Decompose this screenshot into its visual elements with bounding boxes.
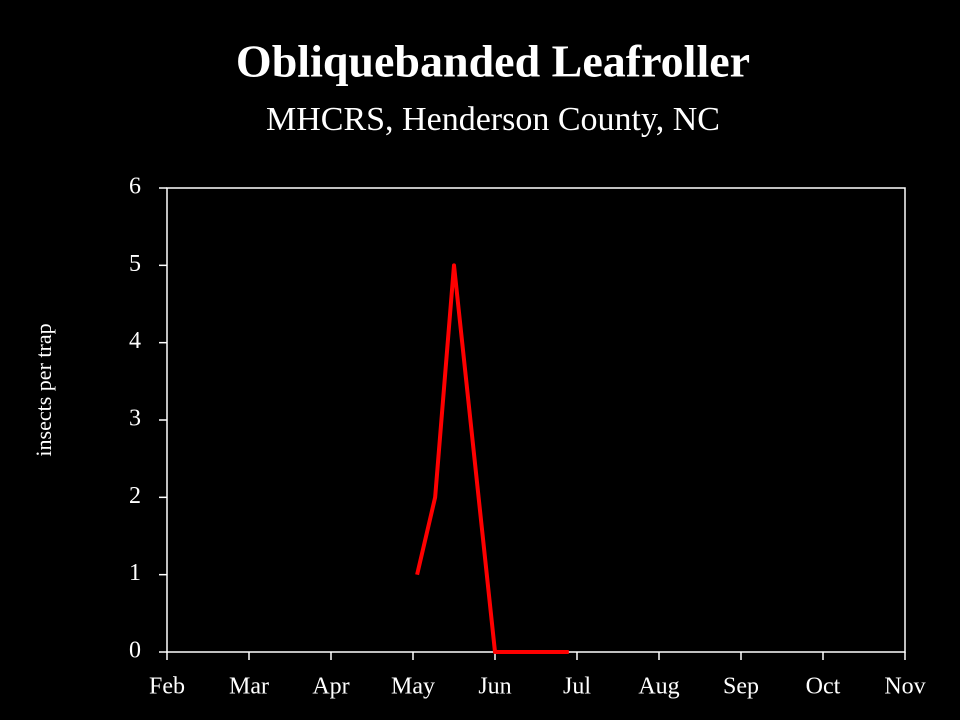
- y-tick-label: 5: [129, 251, 141, 277]
- x-tick-label: Aug: [638, 674, 679, 700]
- x-tick-label: Jul: [563, 674, 591, 700]
- x-tick-label: Apr: [312, 674, 349, 700]
- chart-subtitle: MHCRS, Henderson County, NC: [266, 101, 720, 138]
- y-tick-label: 0: [129, 638, 141, 664]
- y-tick-label: 3: [129, 406, 141, 432]
- x-tick-label: Sep: [723, 674, 759, 700]
- x-tick-label: Nov: [884, 674, 925, 700]
- y-tick-label: 6: [129, 174, 141, 200]
- x-tick-label: Mar: [229, 674, 269, 700]
- y-tick-label: 2: [129, 483, 141, 509]
- x-tick-label: Jun: [478, 674, 511, 700]
- plot-frame: [166, 187, 906, 653]
- y-tick-label: 1: [129, 560, 141, 586]
- chart-title: Obliquebanded Leafroller: [236, 36, 750, 87]
- data-line: [415, 263, 569, 654]
- y-tick-label: 4: [129, 328, 141, 354]
- x-tick-label: May: [391, 674, 435, 700]
- y-axis-label: insects per trap: [31, 323, 56, 456]
- x-tick-label: Feb: [149, 674, 185, 700]
- x-tick-label: Oct: [806, 674, 841, 700]
